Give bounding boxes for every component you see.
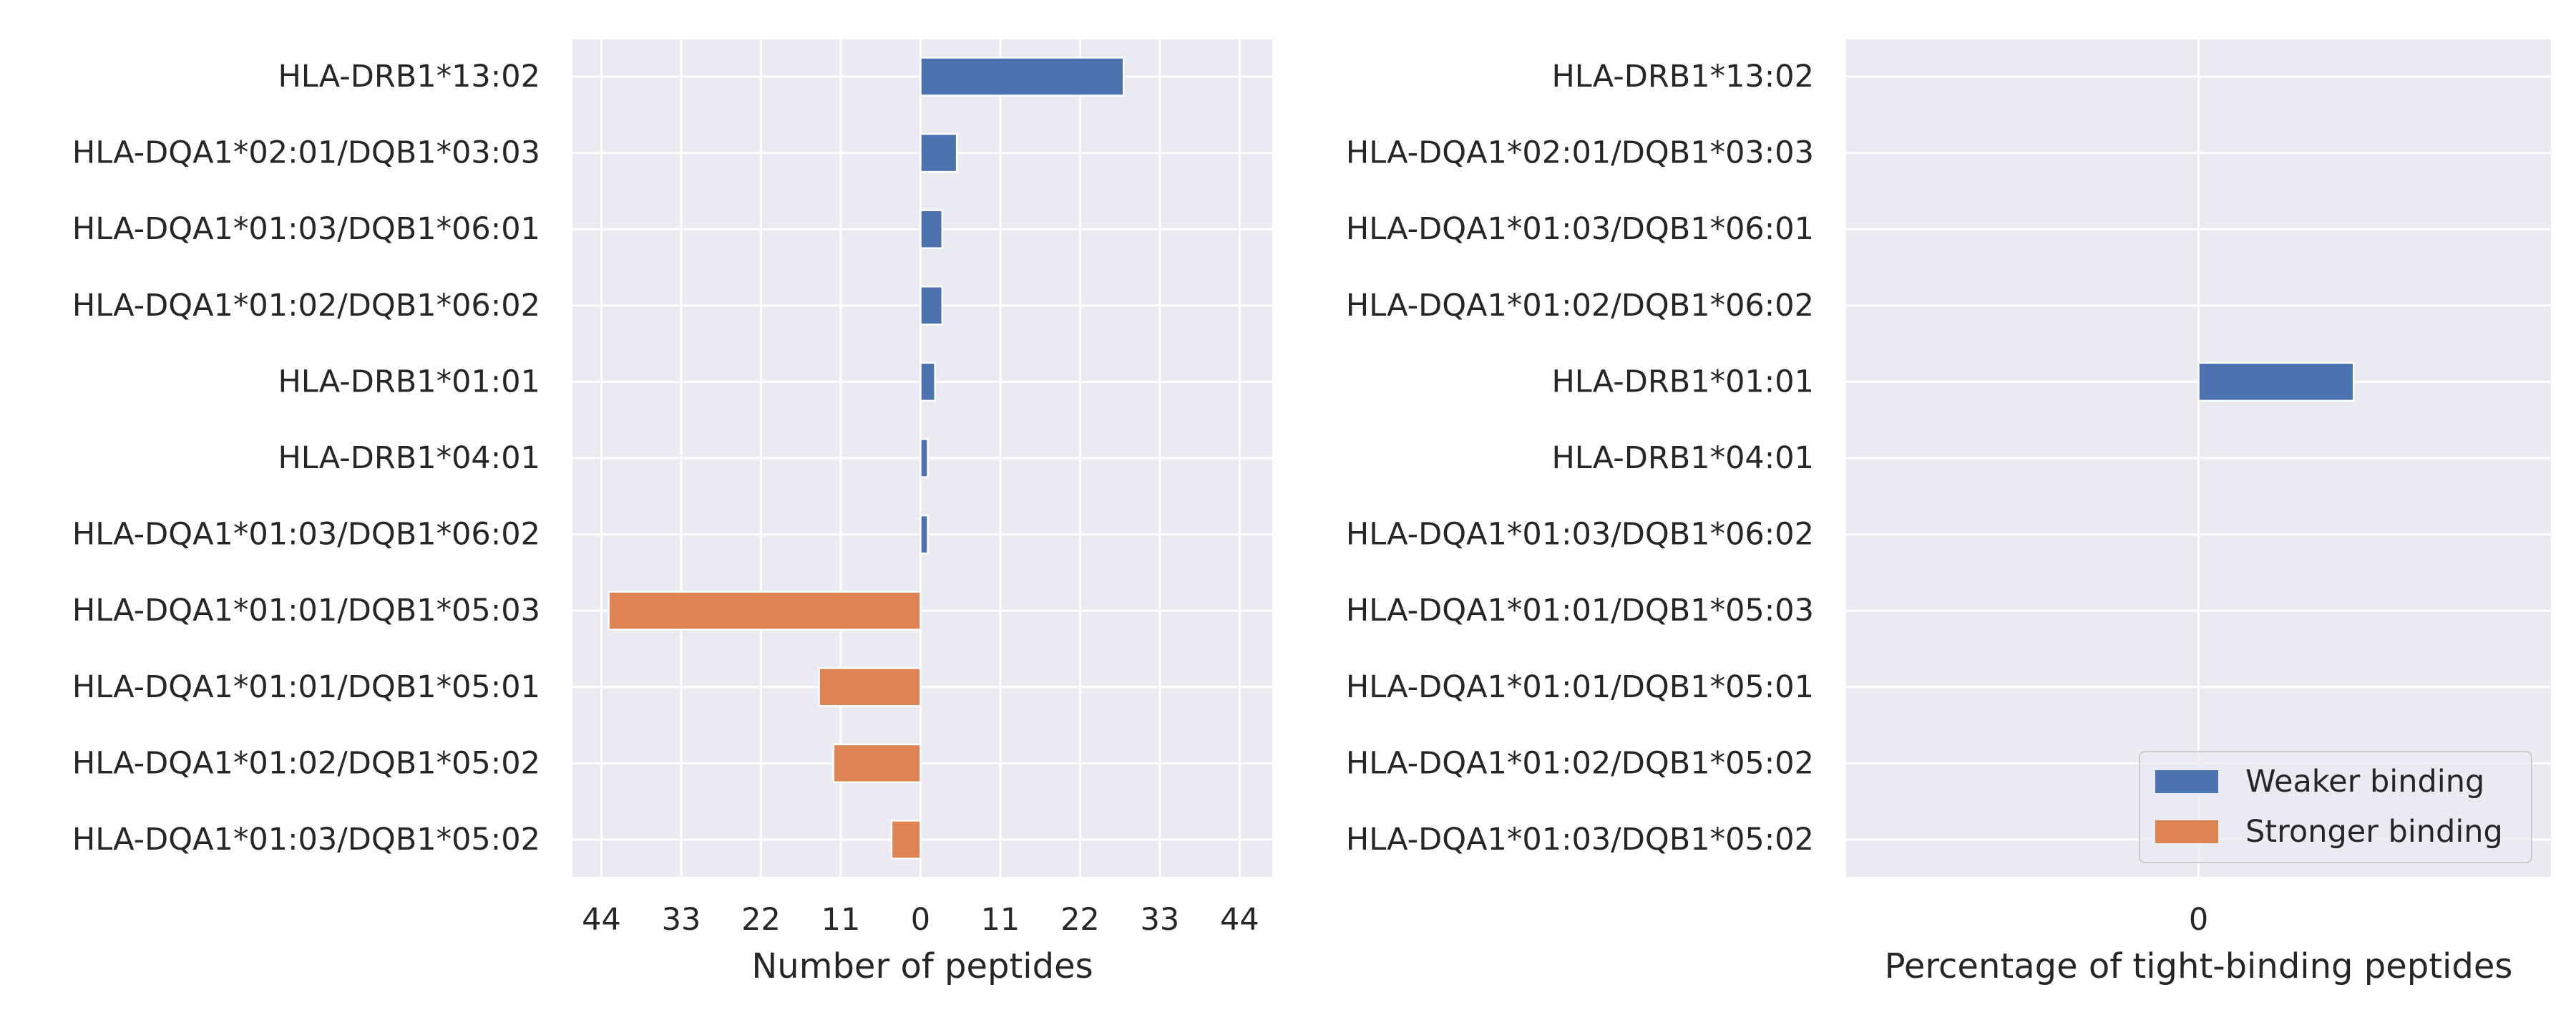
x-axis-title: Percentage of tight-binding peptides [1885, 946, 2513, 986]
bar-weaker-binding-hla-dqa1-01-03-dqb1-06-01 [919, 209, 944, 249]
bar-stronger-binding-hla-dqa1-01-01-dqb1-05-01 [818, 667, 922, 707]
legend-box [2139, 751, 2532, 863]
y-tick-label: HLA-DRB1*04:01 [1551, 440, 1814, 476]
legend-swatch-weaker-binding [2155, 770, 2218, 793]
y-tick-label: HLA-DQA1*01:03/DQB1*06:02 [72, 517, 540, 553]
y-tick-label: HLA-DQA1*01:02/DQB1*06:02 [72, 288, 540, 324]
bar-stronger-binding-hla-dqa1-01-02-dqb1-05-02 [832, 743, 922, 784]
bar-weaker-binding-hla-drb1-01-01 [919, 361, 936, 402]
legend-label-weaker-binding: Weaker binding [2245, 764, 2484, 800]
legend-label-stronger-binding: Stronger binding [2245, 814, 2503, 850]
bar-weaker-binding-hla-drb1-13-02 [919, 57, 1125, 97]
x-tick-label: 33 [1141, 902, 1180, 938]
bar-stronger-binding-hla-dqa1-01-03-dqb1-05-02 [890, 820, 922, 860]
bar-weaker-binding-hla-dqa1-01-03-dqb1-06-02 [919, 514, 929, 555]
y-tick-label: HLA-DQA1*01:03/DQB1*06:01 [1346, 211, 1814, 247]
right-panel-percentage-tight-binding: HLA-DRB1*13:02 HLA-DQA1*02:01/DQB1*03:03 H… [1346, 39, 2551, 986]
y-tick-label: HLA-DRB1*04:01 [278, 440, 540, 476]
y-tick-label: HLA-DQA1*01:02/DQB1*05:02 [72, 745, 540, 781]
x-tick-label: 33 [662, 902, 701, 938]
x-tick-label: 0 [2189, 902, 2208, 938]
y-tick-label: HLA-DRB1*13:02 [278, 59, 540, 94]
bar-weaker-binding-hla-drb1-04-01 [919, 438, 929, 478]
y-tick-label: HLA-DQA1*02:01/DQB1*03:03 [1346, 135, 1814, 171]
x-axis-title: Number of peptides [751, 946, 1093, 986]
y-tick-label: HLA-DRB1*13:02 [1551, 59, 1814, 94]
legend: Weaker binding Stronger binding [2139, 751, 2532, 863]
x-tick-label: 44 [582, 902, 621, 938]
x-tick-label: 44 [1220, 902, 1259, 938]
left-panel-number-of-peptides: HLA-DRB1*13:02 HLA-DQA1*02:01/DQB1*03:03 H… [72, 39, 1272, 986]
y-tick-label: HLA-DQA1*01:02/DQB1*05:02 [1346, 745, 1814, 781]
x-tick-label: 11 [821, 902, 861, 938]
y-tick-label: HLA-DQA1*01:01/DQB1*05:01 [72, 669, 540, 705]
x-tick-label: 0 [911, 902, 930, 938]
legend-swatch-stronger-binding [2155, 820, 2218, 843]
y-tick-label: HLA-DQA1*01:01/DQB1*05:03 [72, 593, 540, 628]
y-tick-label: HLA-DQA1*01:01/DQB1*05:01 [1346, 669, 1814, 705]
y-tick-label: HLA-DQA1*02:01/DQB1*03:03 [72, 135, 540, 171]
bar-stronger-binding-hla-dqa1-01-01-dqb1-05-03 [608, 591, 922, 631]
y-tick-label: HLA-DQA1*01:03/DQB1*05:02 [72, 822, 540, 858]
bar-weaker-binding-hla-dqa1-02-01-dqb1-03-03 [919, 132, 958, 173]
y-tick-label: HLA-DRB1*01:01 [278, 364, 540, 399]
y-tick-label: HLA-DQA1*01:02/DQB1*06:02 [1346, 288, 1814, 324]
bar-weaker-binding-hla-drb1-01-01 [2197, 361, 2355, 402]
y-tick-label: HLA-DQA1*01:03/DQB1*06:02 [1346, 517, 1814, 553]
x-tick-label: 22 [1060, 902, 1100, 938]
y-tick-label: HLA-DQA1*01:01/DQB1*05:03 [1346, 593, 1814, 628]
y-tick-label: HLA-DQA1*01:03/DQB1*05:02 [1346, 822, 1814, 858]
y-tick-label: HLA-DQA1*01:03/DQB1*06:01 [72, 211, 540, 247]
y-tick-label: HLA-DRB1*01:01 [1551, 364, 1814, 399]
x-tick-label: 11 [981, 902, 1020, 938]
x-tick-label: 22 [741, 902, 781, 938]
bar-weaker-binding-hla-dqa1-01-02-dqb1-06-02 [919, 286, 944, 326]
